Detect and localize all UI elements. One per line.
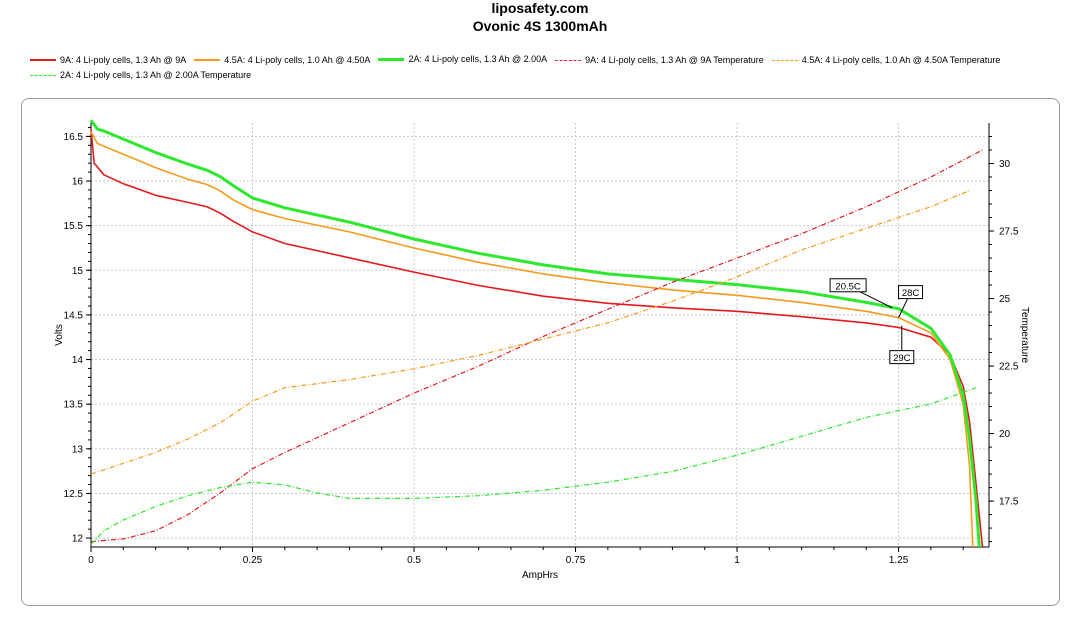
y-tick-label: 12.5 [64, 489, 84, 500]
x-tick-label: 0.5 [407, 555, 421, 566]
legend-swatch [194, 59, 221, 61]
series-line-4 [90, 189, 970, 475]
annotation-box [898, 285, 924, 300]
series-line-3 [90, 149, 983, 543]
y-tick-label: 13.5 [64, 400, 84, 411]
annotation-box [829, 278, 867, 293]
legend-swatch [555, 60, 582, 61]
x-tick-label: 0.25 [243, 555, 263, 566]
legend-item: 2A: 4 Li-poly cells, 1.3 Ah @ 2.00A [378, 53, 547, 66]
y-tick-label: 16 [72, 177, 84, 188]
chart-panel: 0 0.25 0.5 0.75 1 1.25 12 12.5 13 13.5 14 14.5 15 15.… [21, 98, 1060, 606]
legend-label: 9A: 4 Li-poly cells, 1.3 Ah @ 9A [60, 54, 187, 65]
y2-tick-label: 22.5 [999, 362, 1019, 373]
y2-tick-label: 17.5 [999, 497, 1019, 508]
y-tick-label: 15 [72, 266, 84, 277]
y2-tick-label: 27.5 [999, 227, 1019, 238]
y2-tick-label: 20 [999, 429, 1011, 440]
y-tick-label: 12 [72, 534, 84, 545]
y2-axis-label: Temperature [1019, 307, 1030, 364]
series-line-2 [89, 119, 981, 548]
legend-item: 2A: 4 Li-poly cells, 1.3 Ah @ 2.00A Temp… [30, 69, 251, 82]
legend-swatch [378, 58, 405, 61]
series-line-5 [90, 387, 977, 545]
legend-label: 4.5A: 4 Li-poly cells, 1.0 Ah @ 4.50A Te… [801, 55, 1001, 65]
y-tick-label: 15.5 [64, 221, 84, 232]
y-tick-label: 14 [72, 355, 84, 366]
legend-item: 9A: 4 Li-poly cells, 1.3 Ah @ 9A Tempera… [555, 54, 764, 67]
y-tick-label: 13 [72, 444, 84, 455]
site-title: liposafety.com [491, 0, 589, 16]
legend: 9A: 4 Li-poly cells, 1.3 Ah @ 9A 4.5A: 4 … [30, 52, 1060, 82]
x-axis-label: AmpHrs [522, 570, 558, 581]
y2-tick-label: 30 [999, 159, 1011, 170]
x-tick-label: 0 [88, 555, 94, 566]
legend-label: 4.5A: 4 Li-poly cells, 1.0 Ah @ 4.50A [224, 54, 371, 65]
legend-label: 9A: 4 Li-poly cells, 1.3 Ah @ 9A Tempera… [585, 55, 764, 65]
legend-swatch [771, 60, 798, 61]
x-tick-label: 1 [734, 555, 740, 566]
legend-item: 4.5A: 4 Li-poly cells, 1.0 Ah @ 4.50A [194, 54, 370, 67]
legend-swatch [30, 75, 56, 76]
legend-label: 2A: 4 Li-poly cells, 1.3 Ah @ 2.00A [408, 54, 548, 64]
y-axis-label: Volts [54, 324, 65, 346]
legend-item: 9A: 4 Li-poly cells, 1.3 Ah @ 9A [30, 54, 186, 67]
legend-item: 4.5A: 4 Li-poly cells, 1.0 Ah @ 4.50A Te… [771, 54, 1001, 67]
annotation-label: 29C [893, 353, 911, 364]
chart-title: Ovonic 4S 1300mAh [472, 18, 608, 34]
y2-tick-label: 25 [999, 294, 1011, 305]
x-tick-label: 0.75 [566, 555, 586, 566]
y-tick-label: 16.5 [64, 132, 84, 143]
series-line-1 [90, 131, 974, 548]
annotation-label: 28C [902, 288, 920, 299]
annotation-box [889, 350, 915, 365]
x-tick-label: 1.25 [889, 555, 909, 566]
chart: 0 0.25 0.5 0.75 1 1.25 12 12.5 13 13.5 14 14.5 15 15.… [54, 119, 1030, 581]
y-tick-label: 14.5 [64, 310, 84, 321]
series-line-0 [90, 129, 984, 548]
legend-label: 2A: 4 Li-poly cells, 1.3 Ah @ 2.00A Temp… [60, 70, 252, 80]
annotation-label: 20.5C [835, 281, 860, 292]
legend-swatch [30, 59, 56, 61]
